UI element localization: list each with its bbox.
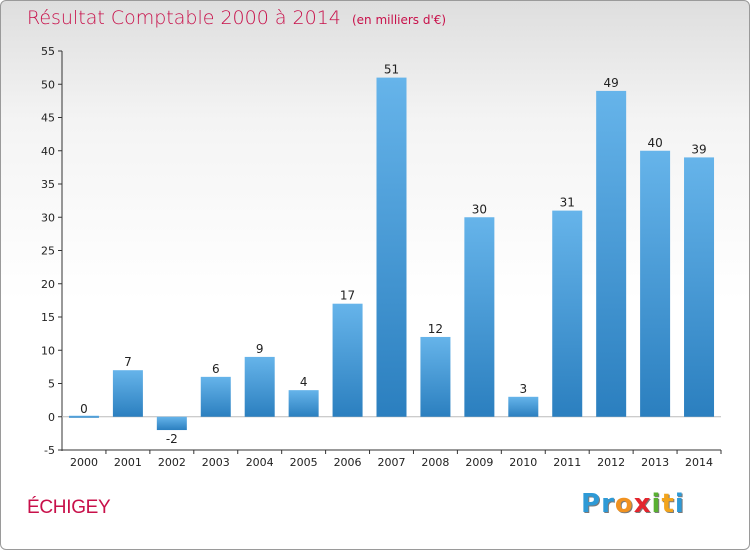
- x-tick-label: 2014: [685, 456, 713, 469]
- x-tick-label: 2012: [597, 456, 625, 469]
- bar-2005: [288, 390, 319, 417]
- data-label-2000: 0: [80, 402, 88, 416]
- x-tick-label: 2005: [290, 456, 318, 469]
- x-tick-label: 2011: [553, 456, 581, 469]
- data-label-2003: 6: [212, 362, 220, 376]
- data-label-2009: 30: [472, 202, 487, 216]
- x-tick-label: 2013: [641, 456, 669, 469]
- bar-2000: [68, 415, 99, 418]
- chart-unit: (en milliers d'€): [351, 13, 447, 27]
- y-tick-label: 45: [41, 112, 55, 125]
- bar-2011: [552, 210, 583, 417]
- logo-letter: r: [601, 489, 615, 519]
- x-tick-label: 2008: [421, 456, 449, 469]
- data-label-2010: 3: [519, 382, 527, 396]
- data-label-2002: -2: [166, 432, 178, 446]
- bar-2003: [200, 376, 231, 417]
- data-label-2014: 39: [691, 142, 706, 156]
- bar-2008: [420, 336, 451, 417]
- y-tick-label: 40: [41, 145, 55, 158]
- bar-2009: [464, 217, 495, 417]
- bar-2001: [112, 370, 143, 417]
- y-tick-label: 30: [41, 211, 55, 224]
- y-tick-label: 20: [41, 278, 55, 291]
- x-tick-label: 2001: [114, 456, 142, 469]
- data-label-2011: 31: [560, 196, 575, 210]
- proxiti-logo: Proxiti: [581, 489, 685, 519]
- x-tick-label: 2010: [509, 456, 537, 469]
- y-tick-label: 35: [41, 178, 55, 191]
- logo-letter: t: [661, 489, 675, 519]
- bar-2006: [332, 303, 363, 417]
- bar-2013: [640, 150, 671, 417]
- x-tick-label: 2002: [158, 456, 186, 469]
- bar-2014: [684, 157, 715, 417]
- y-tick-label: 10: [41, 344, 55, 357]
- x-tick-label: 2007: [378, 456, 406, 469]
- x-tick-label: 2003: [202, 456, 230, 469]
- y-tick-label: 0: [48, 411, 55, 424]
- logo-letter: x: [633, 489, 652, 519]
- chart-title: Résultat Comptable 2000 à 2014: [27, 7, 341, 29]
- bar-2002: [156, 416, 187, 431]
- data-label-2004: 9: [256, 342, 264, 356]
- y-tick-label: 5: [48, 378, 55, 391]
- x-tick-label: 2000: [70, 456, 98, 469]
- data-label-2006: 17: [340, 289, 355, 303]
- y-tick-label: 55: [41, 45, 55, 58]
- y-tick-label: 50: [41, 78, 55, 91]
- data-label-2007: 51: [384, 63, 399, 77]
- y-tick-label: -5: [44, 444, 55, 457]
- data-label-2005: 4: [300, 375, 308, 389]
- bar-2004: [244, 356, 275, 417]
- data-label-2013: 40: [647, 136, 662, 150]
- x-tick-label: 2006: [334, 456, 362, 469]
- bar-2007: [376, 77, 407, 417]
- title-line: Résultat Comptable 2000 à 2014 (en milli…: [27, 7, 446, 29]
- logo-letter: P: [581, 489, 602, 519]
- bar-2010: [508, 396, 539, 417]
- data-label-2001: 7: [124, 355, 132, 369]
- bar-2012: [596, 90, 627, 417]
- y-tick-label: 15: [41, 311, 55, 324]
- x-tick-label: 2004: [246, 456, 274, 469]
- logo-letter: i: [651, 489, 662, 519]
- data-label-2008: 12: [428, 322, 443, 336]
- logo-letter: o: [614, 489, 634, 519]
- logo-letter: i: [674, 489, 685, 519]
- y-tick-label: 25: [41, 245, 55, 258]
- x-tick-label: 2009: [465, 456, 493, 469]
- data-label-2012: 49: [604, 76, 619, 90]
- commune-name: ÉCHIGEY: [27, 497, 111, 518]
